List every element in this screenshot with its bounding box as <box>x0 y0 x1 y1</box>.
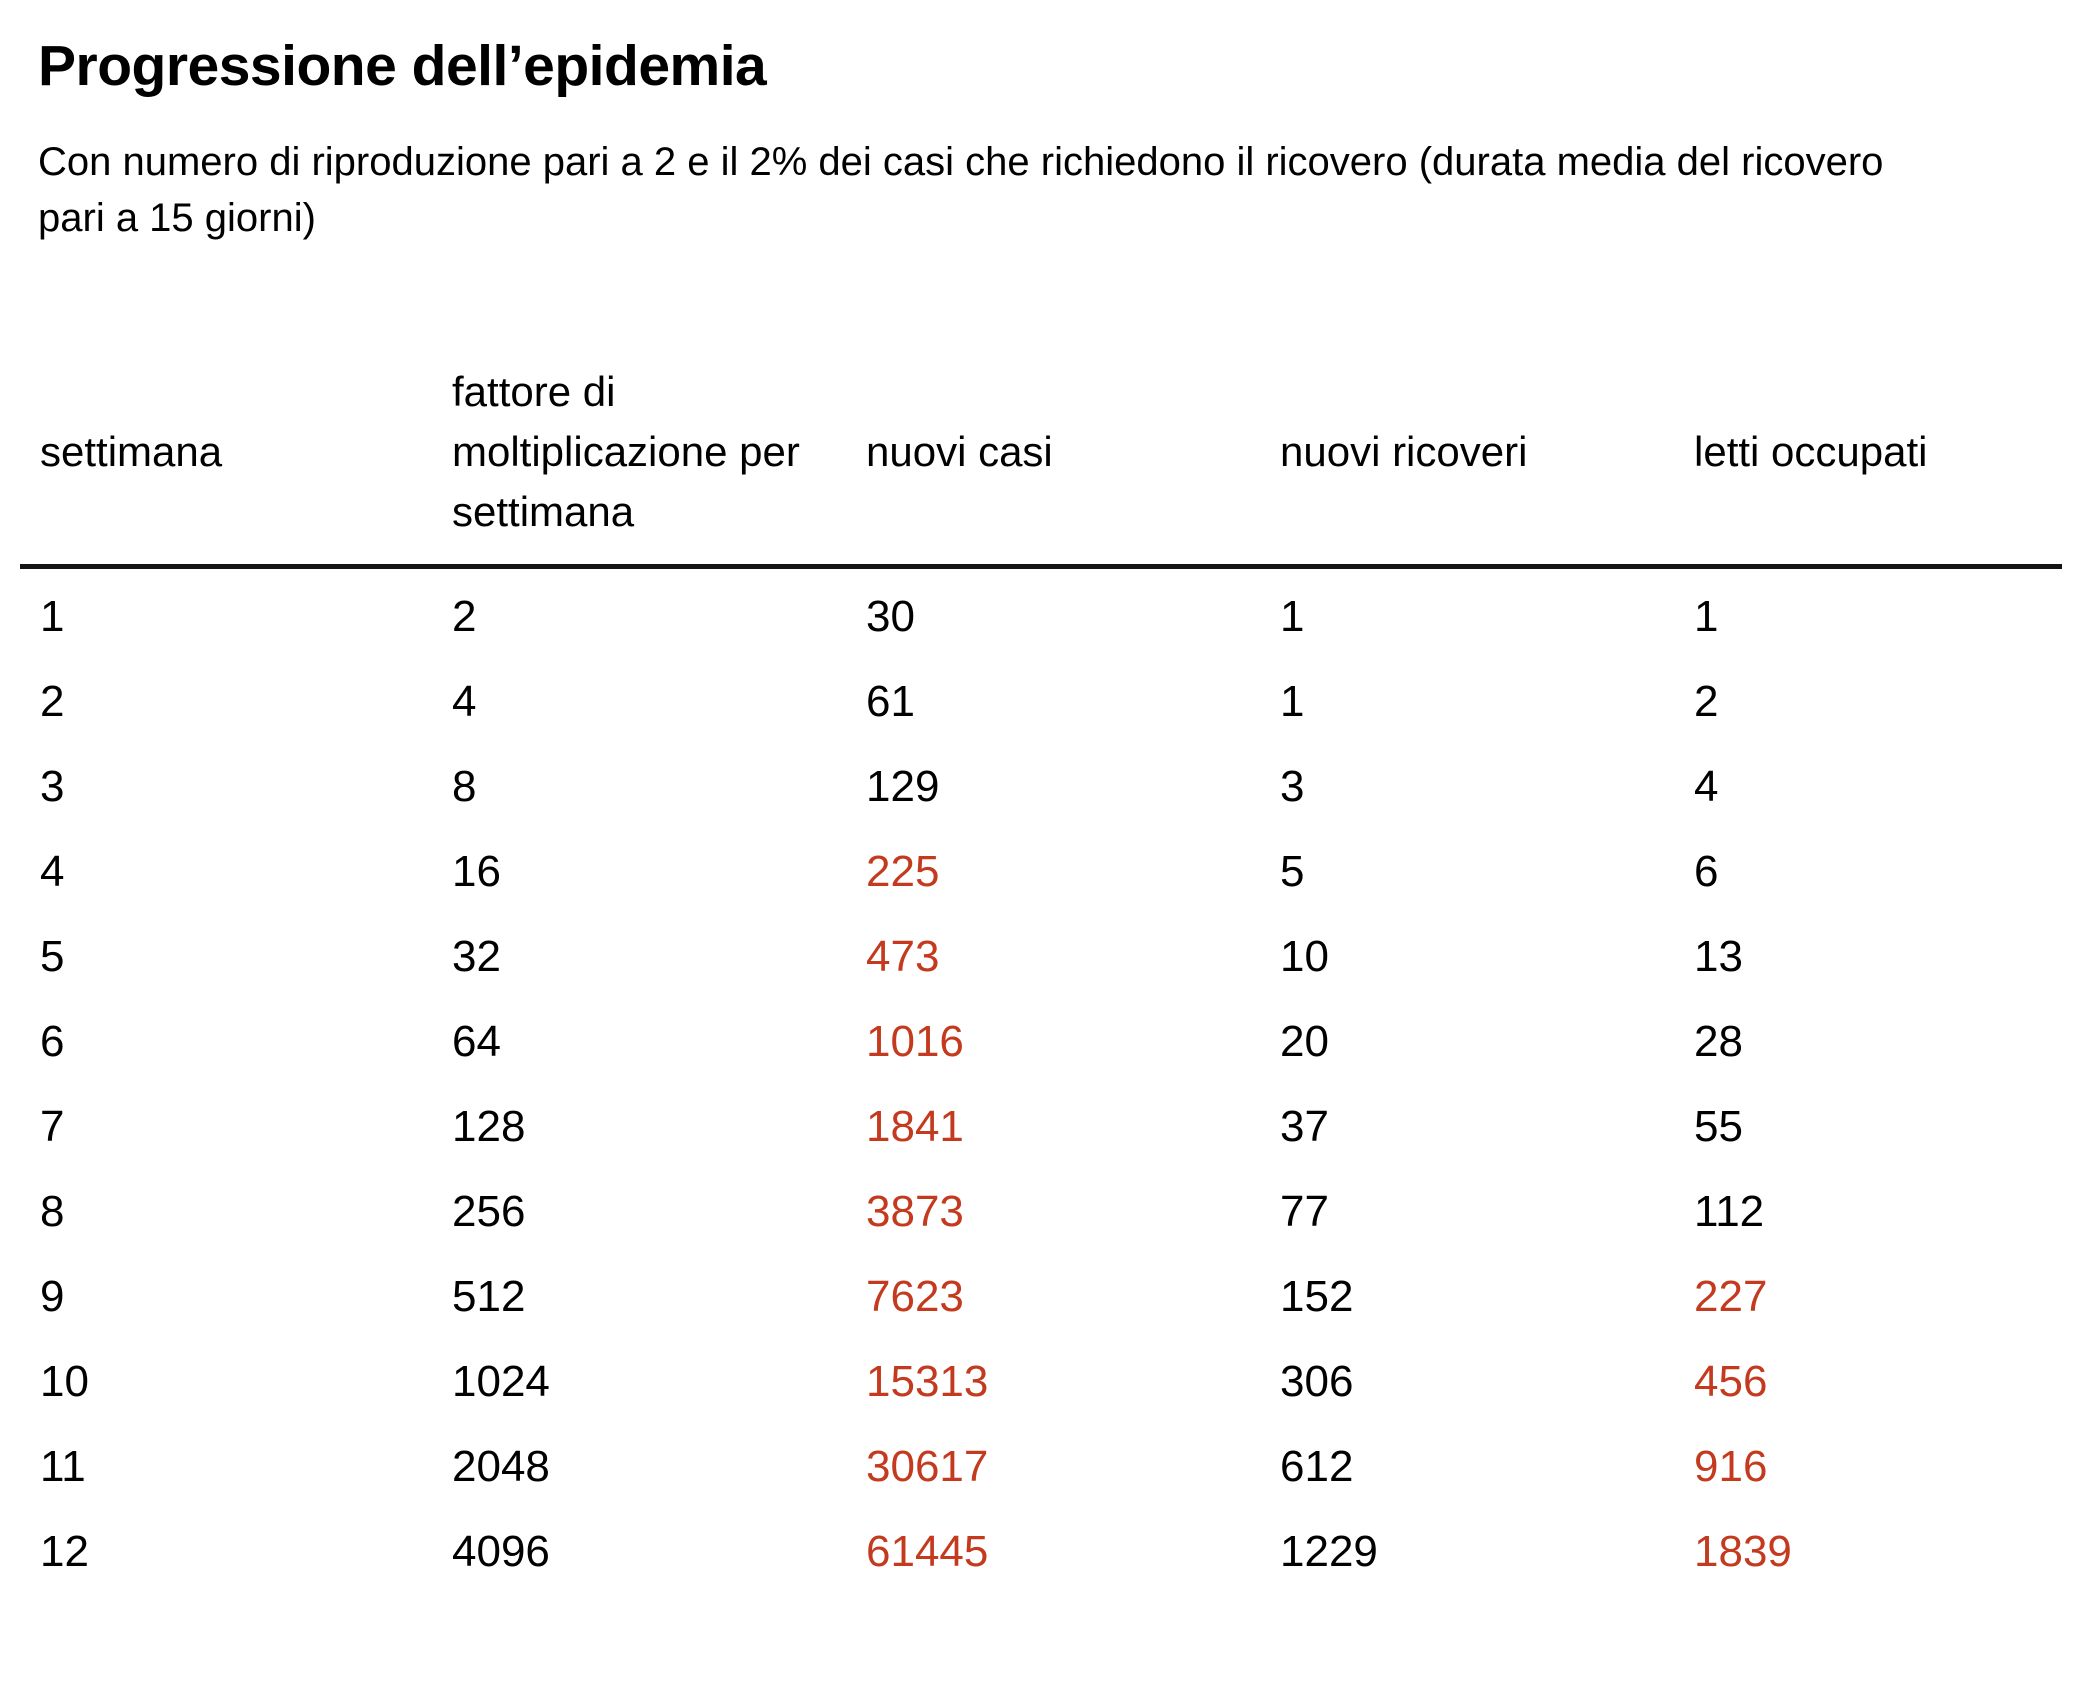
table-cell: 152 <box>1280 1272 1354 1322</box>
table-cell: 306 <box>1280 1357 1354 1407</box>
table-cell: 227 <box>1694 1272 1768 1322</box>
table-cell: 2048 <box>452 1442 550 1492</box>
table-row: 8 256 3873 77 112 <box>0 1170 2087 1255</box>
table-cell: 61445 <box>866 1527 989 1577</box>
table-cell: 32 <box>452 932 501 982</box>
table-cell: 55 <box>1694 1102 1743 1152</box>
table-row: 12 4096 61445 1229 1839 <box>0 1510 2087 1595</box>
table-rows: 1 2 30 1 1 2 4 61 1 2 3 8 129 3 4 4 16 225 5 6 5 32 473 10 13 6 64… <box>0 575 2087 1595</box>
table-cell: 30617 <box>866 1442 989 1492</box>
table-cell: 1 <box>1694 592 1719 642</box>
column-header-settimana: settimana <box>40 427 223 475</box>
table-cell: 1839 <box>1694 1527 1792 1577</box>
table-cell: 4 <box>40 847 65 897</box>
table-cell: 1024 <box>452 1357 550 1407</box>
table-row: 9 512 7623 152 227 <box>0 1255 2087 1340</box>
table-cell: 11 <box>40 1442 86 1492</box>
table-cell: 16 <box>452 847 501 897</box>
epidemic-table: settimana fattore di moltiplicazione per… <box>0 362 2087 1595</box>
table-header-row: settimana fattore di moltiplicazione per… <box>0 362 2087 542</box>
table-cell: 77 <box>1280 1187 1329 1237</box>
table-cell: 1016 <box>866 1017 964 1067</box>
table-cell: 473 <box>866 932 940 982</box>
table-row: 6 64 1016 20 28 <box>0 1000 2087 1085</box>
table-cell: 6 <box>40 1017 65 1067</box>
table-cell: 2 <box>452 592 477 642</box>
table-cell: 129 <box>866 762 940 812</box>
table-cell: 10 <box>40 1357 89 1407</box>
table-cell: 64 <box>452 1017 501 1067</box>
table-row: 7 128 1841 37 55 <box>0 1085 2087 1170</box>
table-cell: 5 <box>40 932 65 982</box>
table-cell: 1841 <box>866 1102 964 1152</box>
table-row: 3 8 129 3 4 <box>0 745 2087 830</box>
table-cell: 3873 <box>866 1187 964 1237</box>
table-cell: 3 <box>40 762 65 812</box>
column-header-nuovi-ricoveri: nuovi ricoveri <box>1280 427 1528 475</box>
table-cell: 6 <box>1694 847 1719 897</box>
table-cell: 20 <box>1280 1017 1329 1067</box>
table-cell: 256 <box>452 1187 526 1237</box>
table-cell: 4096 <box>452 1527 550 1577</box>
table-cell: 916 <box>1694 1442 1768 1492</box>
table-cell: 7623 <box>866 1272 964 1322</box>
table-row: 1 2 30 1 1 <box>0 575 2087 660</box>
column-header-nuovi-casi: nuovi casi <box>866 427 1053 475</box>
table-cell: 2 <box>40 677 65 727</box>
table-row: 10 1024 15313 306 456 <box>0 1340 2087 1425</box>
table-cell: 28 <box>1694 1017 1743 1067</box>
table-cell: 12 <box>40 1527 89 1577</box>
table-cell: 612 <box>1280 1442 1354 1492</box>
table-row: 4 16 225 5 6 <box>0 830 2087 915</box>
table-cell: 456 <box>1694 1357 1768 1407</box>
table-cell: 112 <box>1694 1187 1765 1237</box>
table-cell: 4 <box>1694 762 1719 812</box>
table-cell: 3 <box>1280 762 1305 812</box>
page-title: Progressione dell’epidemia <box>38 34 767 98</box>
table-cell: 37 <box>1280 1102 1329 1152</box>
table-cell: 8 <box>40 1187 65 1237</box>
table-cell: 1 <box>1280 677 1305 727</box>
table-cell: 1 <box>1280 592 1305 642</box>
table-cell: 512 <box>452 1272 526 1322</box>
table-cell: 5 <box>1280 847 1305 897</box>
table-cell: 10 <box>1280 932 1329 982</box>
table-cell: 8 <box>452 762 477 812</box>
table-cell: 1 <box>40 592 65 642</box>
table-row: 11 2048 30617 612 916 <box>0 1425 2087 1510</box>
table-cell: 9 <box>40 1272 65 1322</box>
column-header-letti-occupati: letti occupati <box>1694 427 1928 475</box>
table-cell: 4 <box>452 677 477 727</box>
table-cell: 30 <box>866 592 915 642</box>
table-cell: 128 <box>452 1102 526 1152</box>
table-cell: 1229 <box>1280 1527 1378 1577</box>
table-cell: 225 <box>866 847 940 897</box>
table-cell: 13 <box>1694 932 1743 982</box>
table-cell: 61 <box>866 677 915 727</box>
table-cell: 7 <box>40 1102 65 1152</box>
column-header-fattore-di-moltiplicazione: fattore di moltiplicazione per settimana <box>452 367 800 535</box>
table-row: 5 32 473 10 13 <box>0 915 2087 1000</box>
table-cell: 2 <box>1694 677 1719 727</box>
table-row: 2 4 61 1 2 <box>0 660 2087 745</box>
table-cell: 15313 <box>866 1357 989 1407</box>
header-separator <box>20 563 2062 569</box>
subtitle: Con numero di riproduzione pari a 2 e il… <box>38 139 1884 240</box>
